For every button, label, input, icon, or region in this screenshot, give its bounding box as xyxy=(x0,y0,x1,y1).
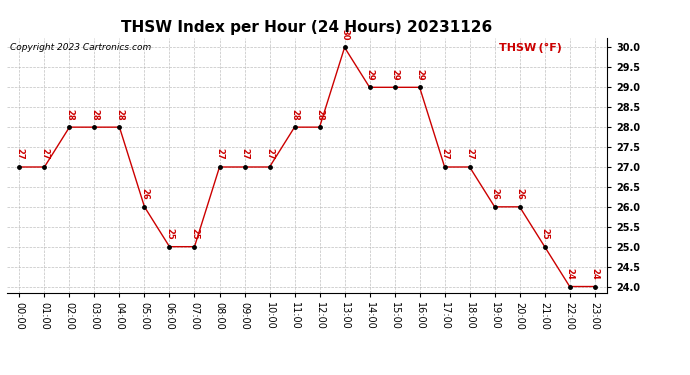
Text: 29: 29 xyxy=(415,69,424,80)
Text: 28: 28 xyxy=(290,109,299,120)
Text: 27: 27 xyxy=(40,148,49,160)
Title: THSW Index per Hour (24 Hours) 20231126: THSW Index per Hour (24 Hours) 20231126 xyxy=(121,20,493,35)
Text: 25: 25 xyxy=(190,228,199,240)
Text: 29: 29 xyxy=(390,69,399,80)
Text: 28: 28 xyxy=(90,109,99,120)
Text: 28: 28 xyxy=(115,109,124,120)
Text: 27: 27 xyxy=(465,148,474,160)
Text: Copyright 2023 Cartronics.com: Copyright 2023 Cartronics.com xyxy=(10,43,151,52)
Text: THSW (°F): THSW (°F) xyxy=(499,43,562,52)
Text: 27: 27 xyxy=(265,148,274,160)
Text: 27: 27 xyxy=(15,148,24,160)
Text: 24: 24 xyxy=(565,268,574,280)
Text: 28: 28 xyxy=(65,109,74,120)
Text: 27: 27 xyxy=(215,148,224,160)
Text: 30: 30 xyxy=(340,29,349,40)
Text: 26: 26 xyxy=(515,188,524,200)
Text: 27: 27 xyxy=(240,148,249,160)
Text: 24: 24 xyxy=(590,268,599,280)
Text: 28: 28 xyxy=(315,109,324,120)
Text: 25: 25 xyxy=(540,228,549,240)
Text: 26: 26 xyxy=(490,188,499,200)
Text: 26: 26 xyxy=(140,188,149,200)
Text: 29: 29 xyxy=(365,69,374,80)
Text: 25: 25 xyxy=(165,228,174,240)
Text: 27: 27 xyxy=(440,148,449,160)
